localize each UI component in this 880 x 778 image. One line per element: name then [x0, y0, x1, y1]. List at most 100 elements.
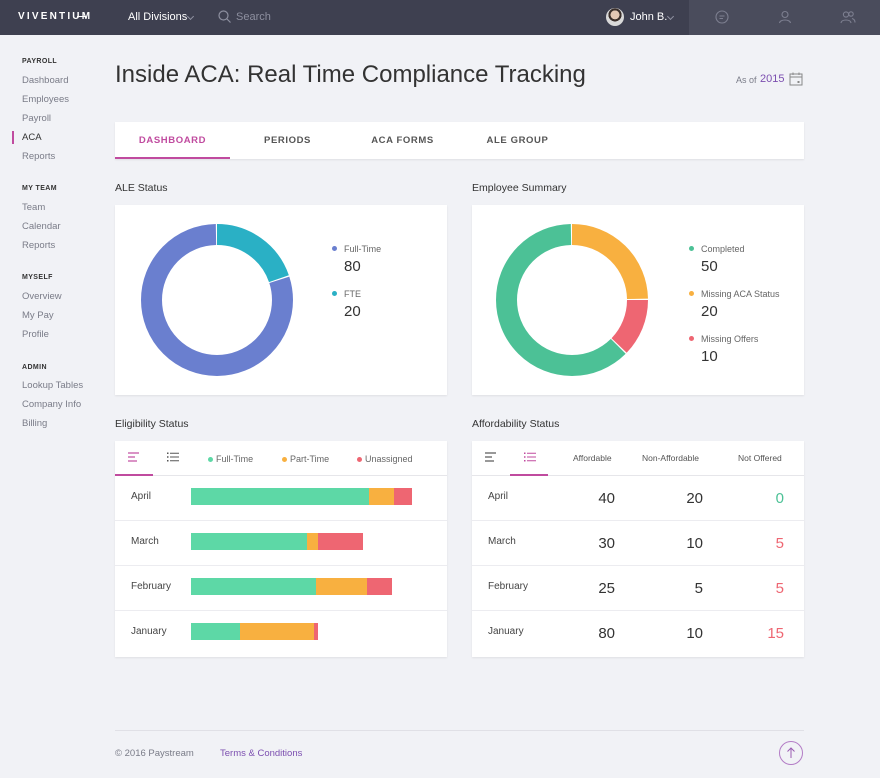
cell-not-offered: 5 — [775, 580, 784, 597]
row-label-january: January — [488, 626, 524, 637]
cell-affordable: 25 — [598, 580, 615, 597]
unassigned-legend-dot — [357, 457, 362, 462]
tab-periods[interactable]: PERIODS — [264, 135, 311, 146]
sidebar-section-myself: MYSELF — [22, 274, 53, 281]
year-selector[interactable]: 2015 — [760, 73, 785, 85]
bar-segment-unassigned — [313, 623, 319, 640]
list-view-icon[interactable] — [167, 452, 179, 462]
main-tabs: DASHBOARD PERIODS ACA FORMS ALE GROUP — [115, 122, 804, 159]
sidebar-item-reports[interactable]: Reports — [22, 151, 56, 162]
sidebar-item-team-reports[interactable]: Reports — [22, 240, 56, 251]
row-divider — [472, 610, 804, 611]
top-bar: VIVENTIUM All Divisions Search John B. — [0, 0, 880, 35]
sidebar-item-my-pay[interactable]: My Pay — [22, 310, 54, 321]
cell-non-affordable: 20 — [686, 490, 703, 507]
fte-legend-label: FTE — [344, 289, 361, 299]
copyright: © 2016 Paystream — [115, 748, 194, 759]
cell-not-offered: 5 — [775, 535, 784, 552]
row-label-march: March — [488, 536, 516, 547]
chat-icon[interactable] — [714, 9, 730, 25]
sidebar-item-company-info[interactable]: Company Info — [22, 399, 82, 410]
row-label-march: March — [131, 536, 159, 547]
full-time-legend-dot — [208, 457, 213, 462]
sidebar-item-aca[interactable]: ACA — [22, 132, 42, 143]
scroll-to-top-button[interactable] — [779, 741, 803, 765]
user-icon[interactable] — [777, 9, 793, 25]
as-of-label: As of — [736, 75, 757, 85]
sidebar-item-overview[interactable]: Overview — [22, 291, 62, 302]
active-view-indicator — [510, 474, 548, 476]
sidebar-item-dashboard[interactable]: Dashboard — [22, 75, 69, 86]
full-time-legend-label: Full-Time — [344, 244, 382, 254]
sidebar-section-payroll: PAYROLL — [22, 58, 58, 65]
cell-affordable: 40 — [598, 490, 615, 507]
bar-segment-unassigned — [367, 578, 392, 595]
bar-view-icon[interactable] — [128, 452, 140, 462]
completed-legend-label: Completed — [701, 244, 745, 254]
sidebar-item-profile[interactable]: Profile — [22, 329, 49, 340]
arrow-up-icon — [787, 747, 795, 758]
tab-dashboard[interactable]: DASHBOARD — [138, 135, 207, 146]
sidebar-item-calendar[interactable]: Calendar — [22, 221, 61, 232]
not-offered-column-header: Not Offered — [738, 453, 782, 463]
row-label-april: April — [488, 491, 509, 502]
active-nav-indicator — [12, 131, 14, 144]
missing-offers-value: 10 — [701, 348, 718, 365]
non-affordable-column-header: Non-Affordable — [642, 453, 700, 463]
ale-slice-fte — [141, 224, 293, 376]
bar-segment-full-time — [191, 623, 241, 640]
cell-non-affordable: 10 — [686, 535, 703, 552]
cell-affordable: 30 — [598, 535, 615, 552]
sidebar-item-lookup-tables[interactable]: Lookup Tables — [22, 380, 84, 391]
terms-link[interactable]: Terms & Conditions — [220, 748, 303, 759]
user-menu[interactable]: John B. — [630, 11, 668, 23]
sidebar-item-billing[interactable]: Billing — [22, 418, 48, 429]
affordability-status-card: Affordable Non-Affordable Not Offered Ap… — [472, 441, 804, 657]
bar-segment-part-time — [306, 533, 319, 550]
bar-segment-part-time — [240, 623, 314, 640]
missing-aca-value: 20 — [701, 303, 718, 320]
cell-non-affordable: 5 — [694, 580, 703, 597]
sidebar-item-employees[interactable]: Employees — [22, 94, 69, 105]
calendar-icon[interactable] — [789, 72, 803, 86]
ale-status-title: ALE Status — [115, 182, 168, 194]
tab-aca-forms[interactable]: ACA FORMS — [371, 135, 434, 146]
cell-affordable: 80 — [598, 625, 615, 642]
full-time-legend-label: Full-Time — [216, 454, 254, 464]
app-logo[interactable]: VIVENTIUM — [18, 11, 93, 22]
avatar[interactable] — [606, 8, 624, 26]
chevron-down-icon[interactable] — [666, 12, 675, 21]
list-view-icon[interactable] — [524, 452, 536, 462]
full-time-legend-dot — [332, 246, 337, 251]
eligibility-status-card: Full-Time Part-Time Unassigned April Marc… — [115, 441, 447, 657]
bar-segment-full-time — [191, 578, 316, 595]
affordability-toolbar: Affordable Non-Affordable Not Offered — [472, 441, 804, 476]
employee-slice-completed — [496, 224, 648, 376]
tab-ale-group[interactable]: ALE GROUP — [486, 135, 549, 146]
part-time-legend-dot — [282, 457, 287, 462]
search-input[interactable]: Search — [236, 11, 271, 23]
row-divider — [472, 520, 804, 521]
sidebar-item-team[interactable]: Team — [22, 202, 46, 213]
employee-summary-title: Employee Summary — [472, 182, 567, 194]
completed-legend-dot — [689, 246, 694, 251]
full-time-value: 80 — [344, 258, 361, 275]
bar-segment-part-time — [369, 488, 394, 505]
fte-legend-dot — [332, 291, 337, 296]
eligibility-status-title: Eligibility Status — [115, 418, 189, 430]
search-icon[interactable] — [218, 10, 231, 23]
chevron-down-icon[interactable] — [186, 12, 195, 21]
affordable-column-header: Affordable — [573, 453, 612, 463]
division-selector[interactable]: All Divisions — [128, 11, 188, 23]
fte-value: 20 — [344, 303, 361, 320]
active-tab-indicator — [115, 157, 230, 159]
bar-view-icon[interactable] — [485, 452, 497, 462]
affordability-status-title: Affordability Status — [472, 418, 560, 430]
page-title: Inside ACA: Real Time Compliance Trackin… — [115, 61, 586, 88]
bar-segment-unassigned — [393, 488, 412, 505]
active-view-indicator — [115, 474, 153, 476]
users-icon[interactable] — [840, 9, 856, 25]
sidebar-item-payroll[interactable]: Payroll — [22, 113, 52, 124]
row-divider — [115, 565, 447, 566]
missing-aca-legend-dot — [689, 291, 694, 296]
